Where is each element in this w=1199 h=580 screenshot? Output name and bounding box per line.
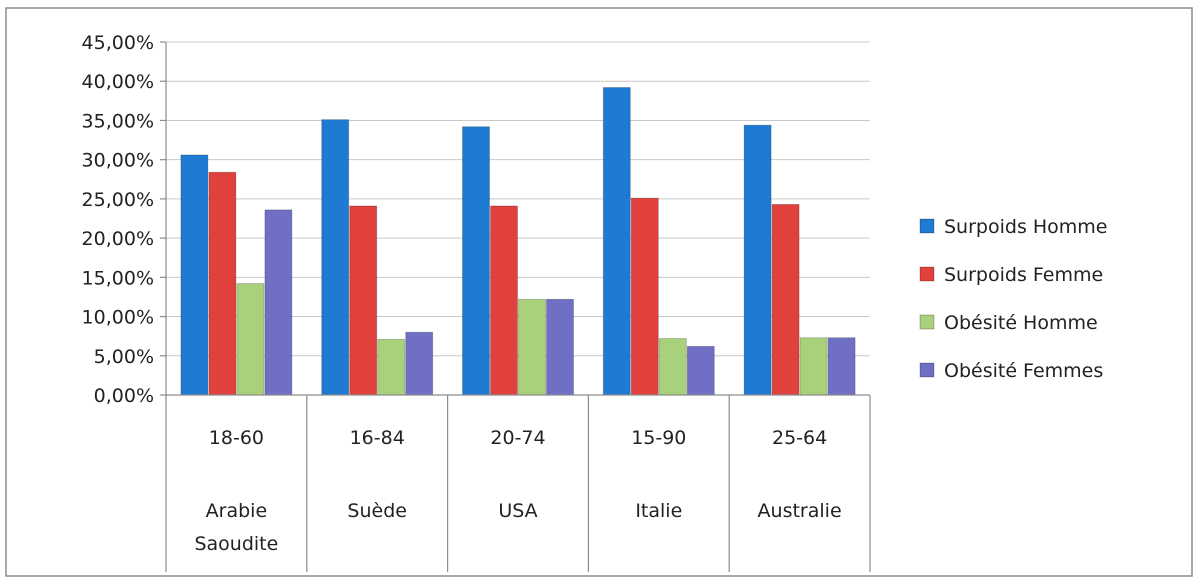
- bar-surpoids-homme-2: [462, 126, 490, 396]
- category-country-label: USA: [498, 500, 537, 522]
- bar-surpoids-homme-3: [602, 87, 631, 396]
- legend-swatch: [919, 266, 935, 282]
- bar-surpoids-homme-4: [743, 124, 772, 396]
- bar-ob-sit-homme-2: [518, 298, 546, 396]
- legend-label: Obésité Femmes: [944, 360, 1103, 382]
- legend-swatch: [919, 362, 935, 378]
- y-tick-label: 15,00%: [82, 267, 154, 289]
- bar-ob-sit-homme-1: [377, 338, 406, 396]
- category-country-label: Arabie: [206, 500, 267, 522]
- bar-ob-sit-femmes-4: [827, 337, 856, 396]
- bar-ob-sit-homme-3: [658, 338, 687, 396]
- category-country-label: Italie: [635, 500, 682, 522]
- bar-surpoids-femme-0: [208, 171, 237, 396]
- y-tick-label: 25,00%: [82, 189, 154, 211]
- category-country-label: Australie: [758, 500, 842, 522]
- legend-label: Surpoids Femme: [944, 264, 1103, 286]
- bar-surpoids-femme-4: [771, 203, 800, 396]
- bar-surpoids-femme-1: [349, 205, 378, 396]
- y-tick-label: 35,00%: [82, 110, 154, 132]
- axes: [165, 42, 871, 572]
- y-tick-label: 5,00%: [94, 346, 154, 368]
- bar-surpoids-homme-0: [180, 154, 209, 396]
- bar-ob-sit-homme-0: [236, 283, 265, 396]
- y-axis-tick-labels: 0,00% 5,00% 10,00% 15,00% 20,00% 25,00% 30,00%…: [82, 32, 166, 407]
- category-age-label: 20-74: [490, 427, 545, 449]
- bars: [180, 87, 856, 396]
- legend-label: Obésité Homme: [944, 312, 1098, 334]
- bar-surpoids-homme-1: [321, 119, 350, 396]
- bar-surpoids-femme-3: [630, 197, 659, 396]
- bar-ob-sit-femmes-2: [546, 298, 574, 396]
- category-country-label-line2: Saoudite: [194, 533, 278, 555]
- bar-ob-sit-femmes-3: [686, 345, 715, 396]
- bar-ob-sit-femmes-0: [264, 209, 293, 396]
- category-labels: 18-60 Arabie Saoudite 16-84 Suède 20-74 USA 15-…: [194, 427, 841, 555]
- legend-label: Surpoids Homme: [944, 216, 1108, 238]
- y-tick-label: 30,00%: [82, 150, 154, 172]
- category-age-label: 18-60: [209, 427, 264, 449]
- legend: Surpoids Homme Surpoids Femme Obésité Homm…: [919, 216, 1108, 382]
- legend-swatch: [919, 314, 935, 330]
- category-age-label: 25-64: [772, 427, 827, 449]
- category-age-label: 15-90: [631, 427, 686, 449]
- y-tick-label: 0,00%: [94, 385, 154, 407]
- y-tick-label: 10,00%: [82, 307, 154, 329]
- bar-surpoids-femme-2: [490, 205, 518, 396]
- legend-swatch: [919, 218, 935, 234]
- y-tick-label: 45,00%: [82, 32, 154, 54]
- category-country-label: Suède: [347, 500, 407, 522]
- y-tick-label: 20,00%: [82, 228, 154, 250]
- bar-ob-sit-homme-4: [799, 337, 828, 396]
- category-age-label: 16-84: [350, 427, 405, 449]
- y-tick-label: 40,00%: [82, 71, 154, 93]
- bar-ob-sit-femmes-1: [405, 331, 434, 396]
